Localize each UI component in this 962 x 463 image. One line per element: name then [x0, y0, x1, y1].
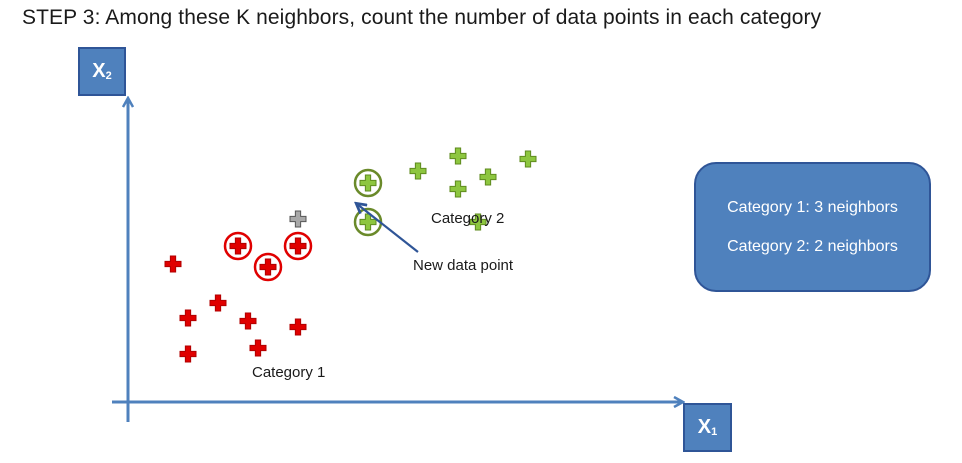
category-2-point	[359, 174, 377, 192]
category-1-point	[164, 255, 182, 273]
x-axis-label-sub: 1	[711, 425, 718, 438]
category-1-point	[239, 312, 257, 330]
points-layer	[164, 147, 537, 363]
category-1-neighbor-ring	[253, 252, 283, 282]
category-1-count: Category 1: 3 neighbors	[727, 198, 898, 216]
category-1-point	[259, 258, 277, 276]
category-1-label: Category 1	[252, 364, 325, 381]
category-1-point	[289, 237, 307, 255]
category-1-neighbor-ring	[283, 231, 313, 261]
category-1-point	[209, 294, 227, 312]
x-axis-label: X	[697, 416, 712, 438]
slide-title: STEP 3: Among these K neighbors, count t…	[22, 6, 821, 30]
y-axis-label-sub: 2	[105, 69, 112, 82]
category-2-point	[469, 213, 487, 231]
new-data-point	[289, 210, 307, 228]
category-1-neighbor-ring	[223, 231, 253, 261]
title-step: STEP 3	[22, 6, 95, 29]
category-2-point	[409, 162, 427, 180]
title-text: : Among these K neighbors, count the num…	[94, 6, 822, 29]
new-point-arrow	[357, 204, 419, 253]
category-1-point	[179, 345, 197, 363]
category-2-point	[449, 147, 467, 165]
category-1-point	[229, 237, 247, 255]
y-axis-label: X	[92, 60, 106, 82]
category-1-point	[289, 318, 307, 336]
category-2-count: Category 2: 2 neighbors	[727, 237, 898, 255]
category-2-point	[359, 213, 377, 231]
new-point-label: New data point	[413, 257, 514, 274]
category-1-point	[179, 309, 197, 327]
category-2-point	[449, 180, 467, 198]
category-2-label: Category 2	[431, 210, 504, 227]
category-1-point	[249, 339, 267, 357]
category-2-point	[519, 150, 537, 168]
category-2-neighbor-ring	[353, 168, 383, 198]
neighbor-count-box: Category 1: 3 neighbors Category 2: 2 ne…	[694, 162, 931, 292]
category-2-point	[479, 168, 497, 186]
